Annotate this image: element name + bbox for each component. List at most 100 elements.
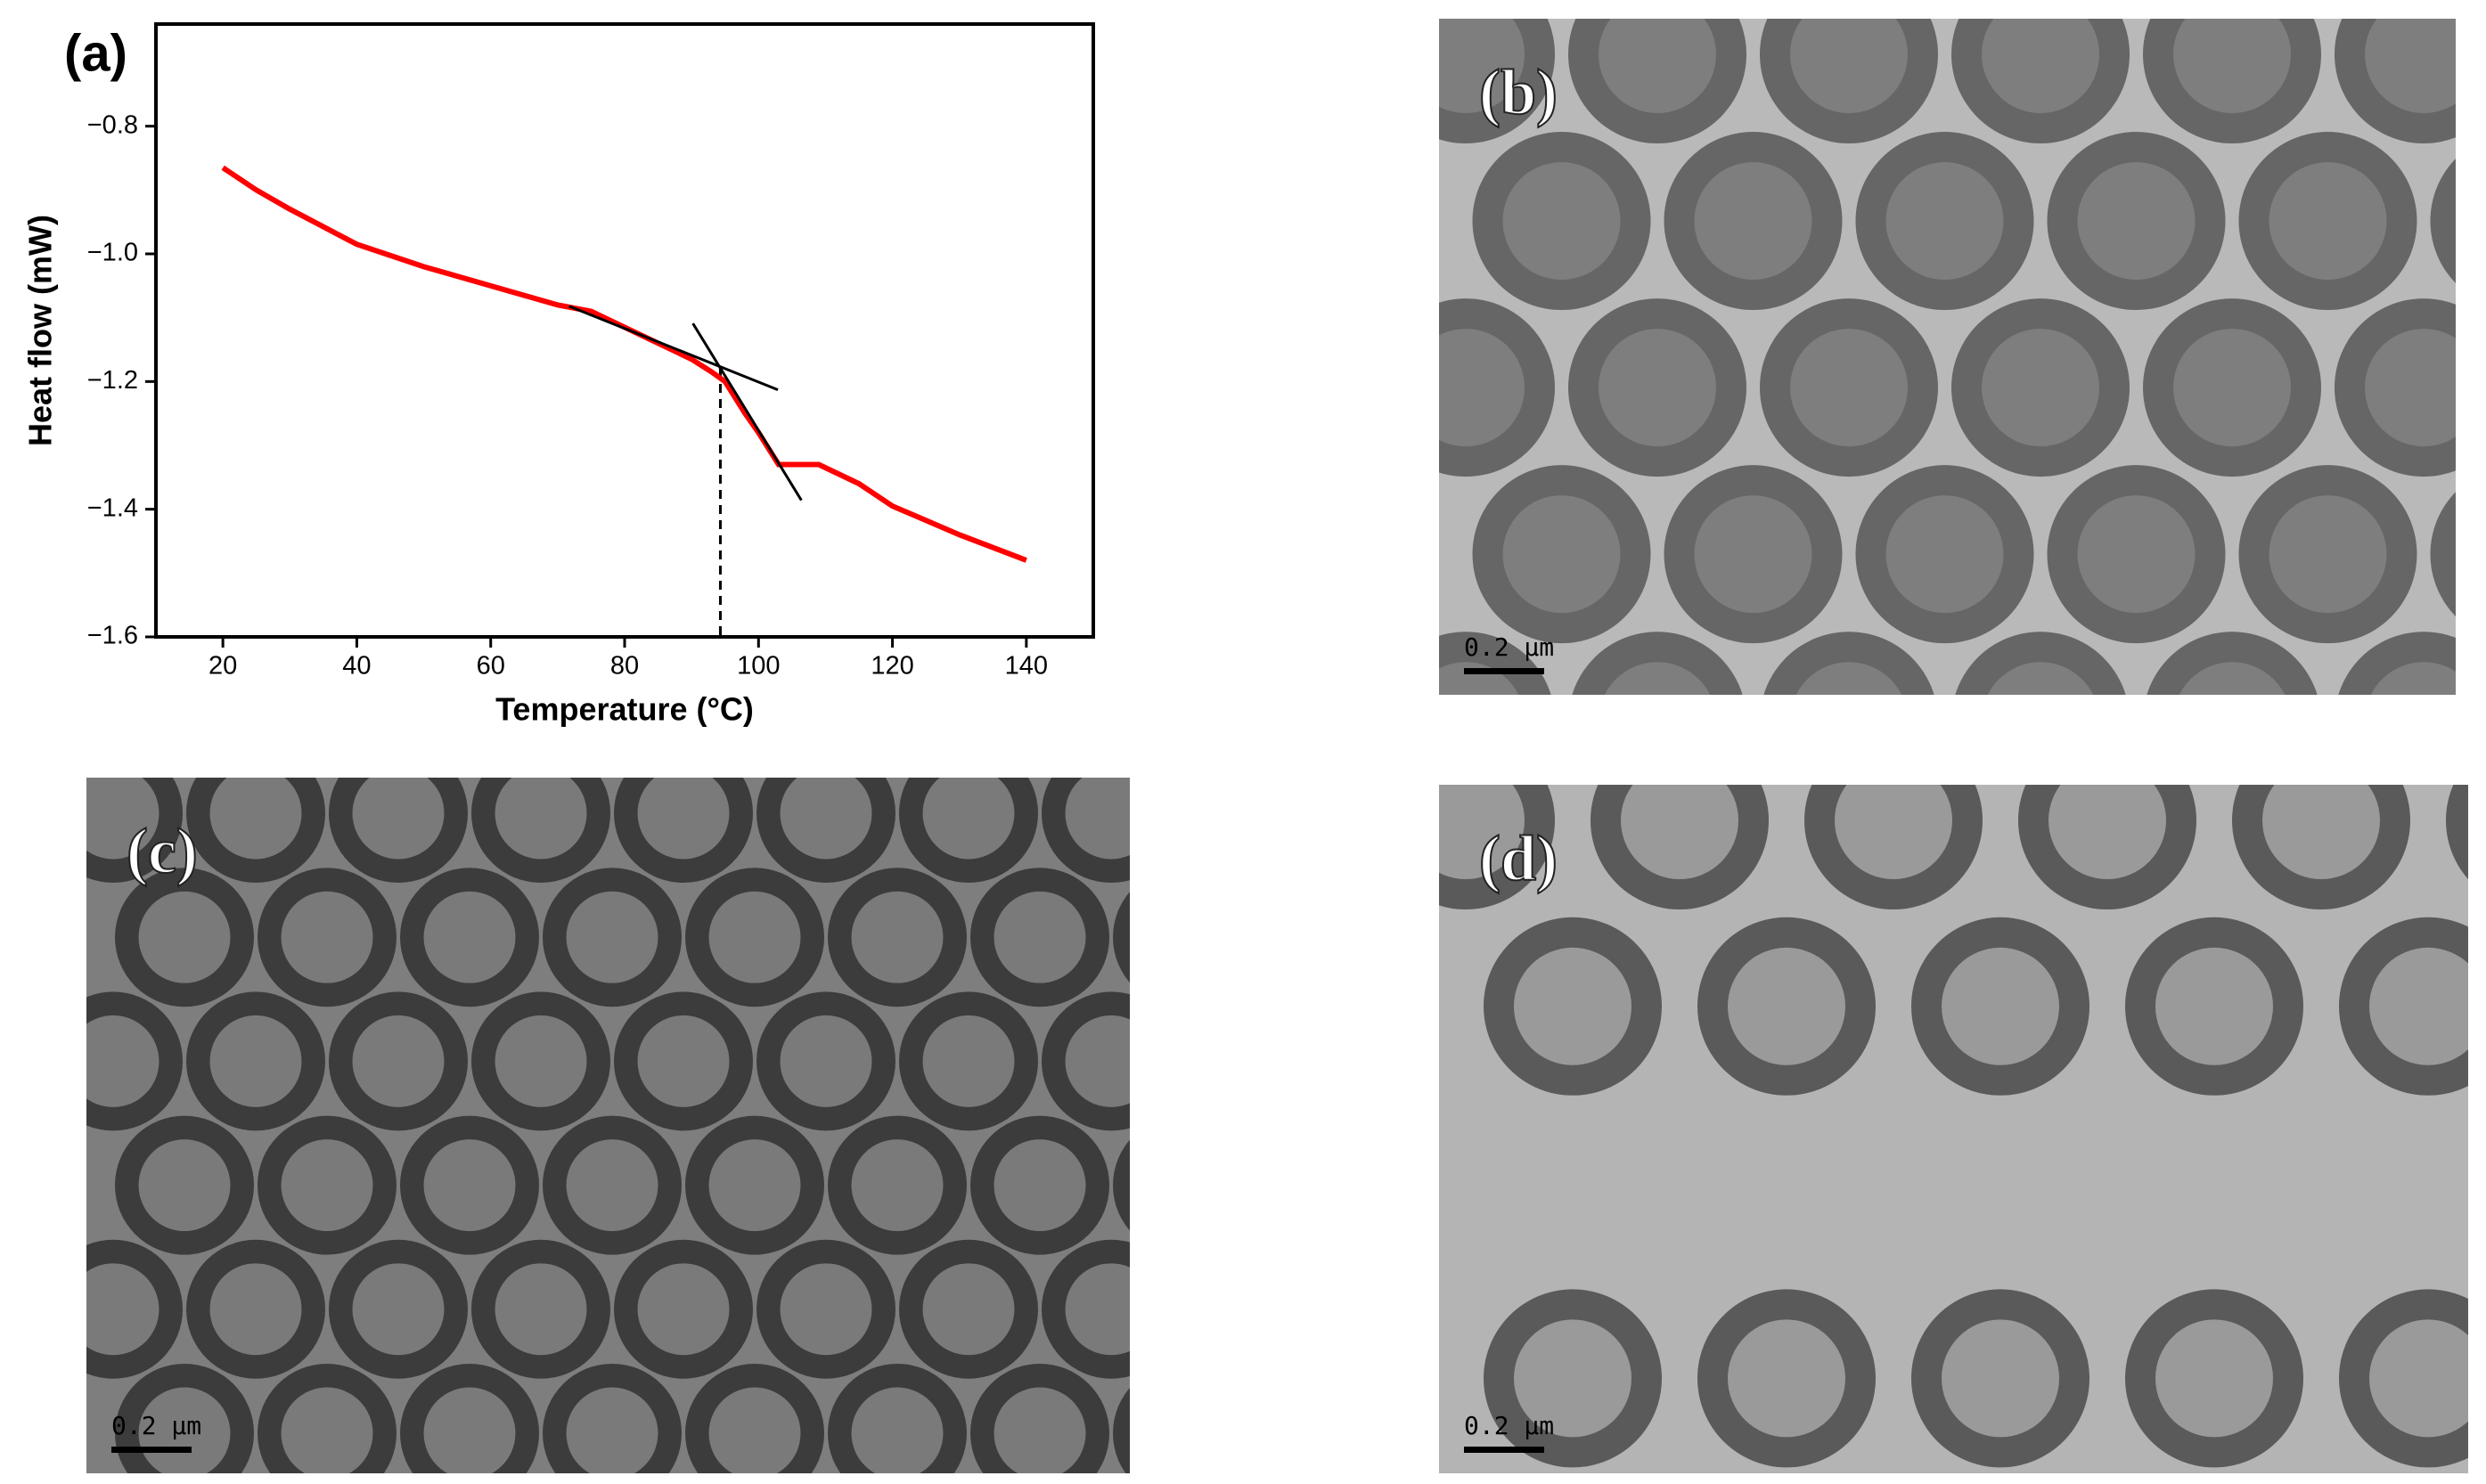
particle-core: [1502, 495, 1621, 614]
particle-core: [2179, 662, 2286, 695]
particle-core: [2048, 785, 2166, 879]
x-tick-label: 140: [1005, 652, 1048, 681]
particle-core: [2262, 785, 2380, 879]
x-tick-label: 120: [871, 652, 913, 681]
particle-core: [2173, 329, 2291, 447]
particle-core: [352, 1015, 445, 1107]
particle-core: [423, 1139, 516, 1232]
x-tick-label: 40: [342, 652, 371, 681]
tangent-line: [691, 322, 803, 501]
particle-core: [1065, 1015, 1130, 1107]
particle-core: [352, 1263, 445, 1356]
particle-core: [86, 1263, 159, 1356]
particle-core: [1942, 947, 2059, 1065]
particle-core: [1065, 778, 1130, 860]
particle-core: [1987, 662, 2094, 695]
scale-bar-label: 0.2 µm: [111, 1411, 201, 1440]
particle-core: [994, 891, 1086, 983]
particle-core: [1439, 785, 1525, 879]
particle-shell: [1113, 1139, 1130, 1231]
particle-core: [1885, 495, 2004, 614]
particle-core: [1790, 19, 1908, 113]
particle-core: [86, 778, 159, 860]
particle-core: [495, 778, 587, 860]
particle-core: [1795, 662, 1902, 695]
panel-b: (b) 0.2 µm: [1439, 19, 2486, 695]
particle-core: [637, 1015, 730, 1107]
particle-core: [2370, 662, 2456, 695]
particle-core: [423, 891, 516, 983]
particle-core: [1942, 1319, 2059, 1438]
particle-core: [922, 1263, 1015, 1356]
panel-label: (b): [1479, 57, 1558, 128]
panel-label: (c): [127, 816, 198, 887]
particle-core: [566, 1139, 658, 1232]
particle-core: [2369, 947, 2468, 1065]
particle-core: [2476, 762, 2486, 879]
particle-shell: [2430, 492, 2456, 617]
panel-c: (c) 0.2 µm: [86, 778, 1229, 1480]
particle-core: [2155, 1319, 2273, 1438]
particle-core: [1604, 662, 1711, 695]
particle-core: [2369, 1319, 2468, 1438]
particle-core: [1835, 785, 1952, 879]
particle-core: [495, 1263, 587, 1356]
particle-core: [281, 1139, 373, 1232]
particle-core: [637, 1263, 730, 1356]
y-tick-label: −1.4: [87, 493, 138, 522]
x-tick-label: 80: [610, 652, 639, 681]
particle-core: [1514, 1319, 1631, 1438]
particle-core: [2173, 19, 2291, 113]
particle-core: [994, 1139, 1086, 1232]
x-tick-label: 20: [209, 652, 237, 681]
tangent-line: [568, 305, 779, 392]
particle-core: [2365, 329, 2456, 447]
particle-core: [495, 1015, 587, 1107]
particle-core: [1514, 947, 1631, 1065]
particle-core: [1885, 162, 2004, 281]
particle-core: [2077, 495, 2196, 614]
particle-core: [1137, 1388, 1229, 1480]
particle-core: [1694, 162, 1812, 281]
particle-shell: [1763, 632, 1934, 695]
particle-core: [2155, 947, 2273, 1065]
particle-core: [2269, 162, 2387, 281]
scale-bar: [1464, 668, 1544, 674]
particle-core: [1728, 1319, 1845, 1438]
particle-core: [138, 1139, 231, 1232]
particle-core: [1502, 162, 1621, 281]
particle-shell: [1955, 632, 2126, 695]
particle-core: [1137, 892, 1229, 983]
x-tick-label: 100: [737, 652, 780, 681]
particle-core: [566, 1387, 658, 1473]
particle-core: [1621, 785, 1738, 879]
particle-core: [2461, 495, 2486, 613]
particle-core: [1982, 19, 2099, 113]
particle-core: [708, 1387, 801, 1473]
particle-core: [86, 1015, 159, 1107]
particle-core: [851, 1387, 944, 1473]
particle-core: [851, 1139, 944, 1232]
particle-core: [922, 1015, 1015, 1107]
particle-core: [1439, 662, 1519, 695]
particle-core: [922, 778, 1015, 860]
particle-core: [209, 778, 302, 860]
particle-shell: [1113, 1387, 1130, 1473]
chart-a: 20 40 60 80 100 120 140 −1.6 −1.4 −1.2 −1.0 −0.8 Tem…: [22, 22, 1095, 728]
particle-core: [851, 891, 944, 983]
particle-core: [2461, 162, 2486, 280]
plot-frame: [154, 22, 1095, 639]
scale-bar-label: 0.2 µm: [1464, 1411, 1554, 1440]
particle-core: [1790, 329, 1908, 447]
particle-shell: [2446, 785, 2468, 880]
particle-core: [994, 1387, 1086, 1473]
particle-core: [423, 1387, 516, 1473]
particle-core: [2365, 19, 2456, 113]
particle-core: [1599, 329, 1716, 447]
panel-d: (d) 0.2 µm: [1439, 762, 2486, 1473]
x-axis-title: Temperature (°C): [495, 691, 754, 728]
particle-core: [1439, 329, 1525, 447]
particle-shell: [2147, 632, 2318, 695]
particle-core: [352, 778, 445, 860]
